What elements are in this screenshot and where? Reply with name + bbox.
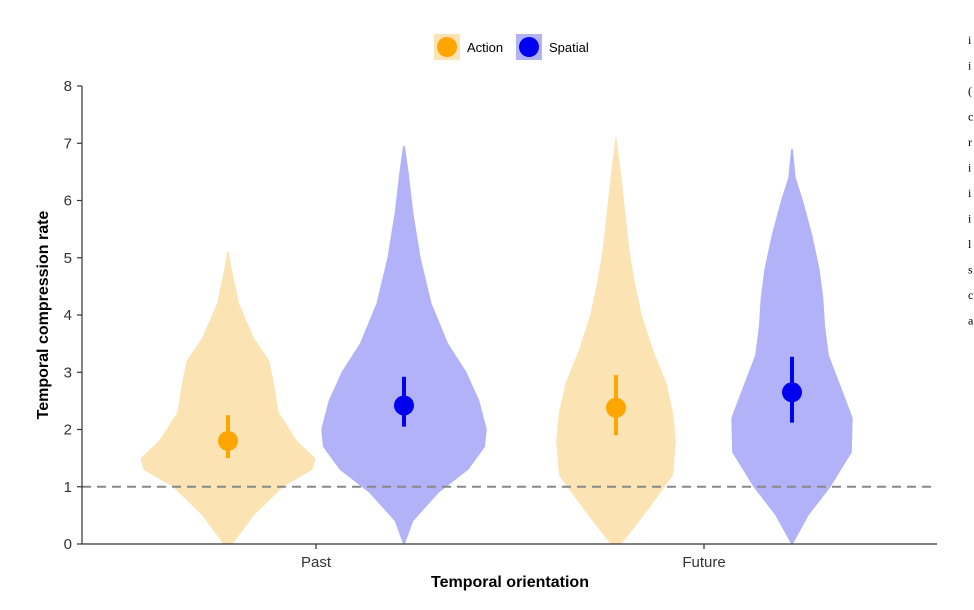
y-tick-label: 6 bbox=[64, 193, 72, 210]
violin-spatial-future bbox=[731, 149, 853, 544]
edge-character: s bbox=[968, 263, 973, 277]
edge-character: ( bbox=[968, 84, 972, 98]
edge-character: c bbox=[968, 110, 973, 124]
axes: 0 1 2 3 4 5 6 7 8 Past Future bbox=[64, 78, 937, 571]
legend-action-marker bbox=[437, 37, 457, 57]
edge-character: a bbox=[968, 314, 974, 328]
violin-action-future bbox=[556, 137, 676, 544]
y-ticks: 0 1 2 3 4 5 6 7 8 bbox=[64, 78, 82, 553]
x-tick-label: Past bbox=[301, 554, 332, 571]
legend: Action Spatial bbox=[434, 34, 589, 60]
mean-point-action-past bbox=[218, 430, 238, 451]
mean-ci-layer bbox=[218, 356, 802, 459]
mean-point-spatial-past bbox=[394, 395, 414, 416]
violin-spatial-past bbox=[321, 146, 487, 544]
x-axis-title: Temporal orientation bbox=[431, 574, 589, 591]
x-tick-label: Future bbox=[682, 554, 725, 571]
legend-spatial-marker bbox=[519, 37, 539, 57]
y-tick-label: 7 bbox=[64, 135, 72, 152]
y-tick-label: 5 bbox=[64, 250, 72, 267]
y-tick-label: 1 bbox=[64, 479, 72, 496]
mean-point-spatial-future bbox=[782, 382, 802, 403]
y-tick-label: 3 bbox=[64, 364, 72, 381]
violin-layer bbox=[140, 137, 853, 544]
edge-character: i bbox=[968, 212, 972, 226]
edge-character: i bbox=[968, 186, 972, 200]
y-tick-label: 4 bbox=[64, 307, 72, 324]
edge-character: i bbox=[968, 161, 972, 175]
y-axis-title: Temporal compression rate bbox=[35, 211, 52, 420]
violin-action-past bbox=[140, 252, 316, 544]
edge-character: i bbox=[968, 59, 972, 73]
x-ticks: Past Future bbox=[301, 544, 726, 571]
edge-character: r bbox=[968, 135, 972, 149]
legend-action-label: Action bbox=[467, 40, 503, 55]
edge-character: c bbox=[968, 288, 973, 302]
mean-point-action-future bbox=[606, 397, 626, 418]
y-tick-label: 0 bbox=[64, 536, 72, 553]
edge-character: l bbox=[968, 237, 972, 251]
y-tick-label: 8 bbox=[64, 78, 72, 95]
edge-character: i bbox=[968, 33, 972, 47]
y-tick-label: 2 bbox=[64, 422, 72, 439]
legend-spatial-label: Spatial bbox=[549, 40, 589, 55]
